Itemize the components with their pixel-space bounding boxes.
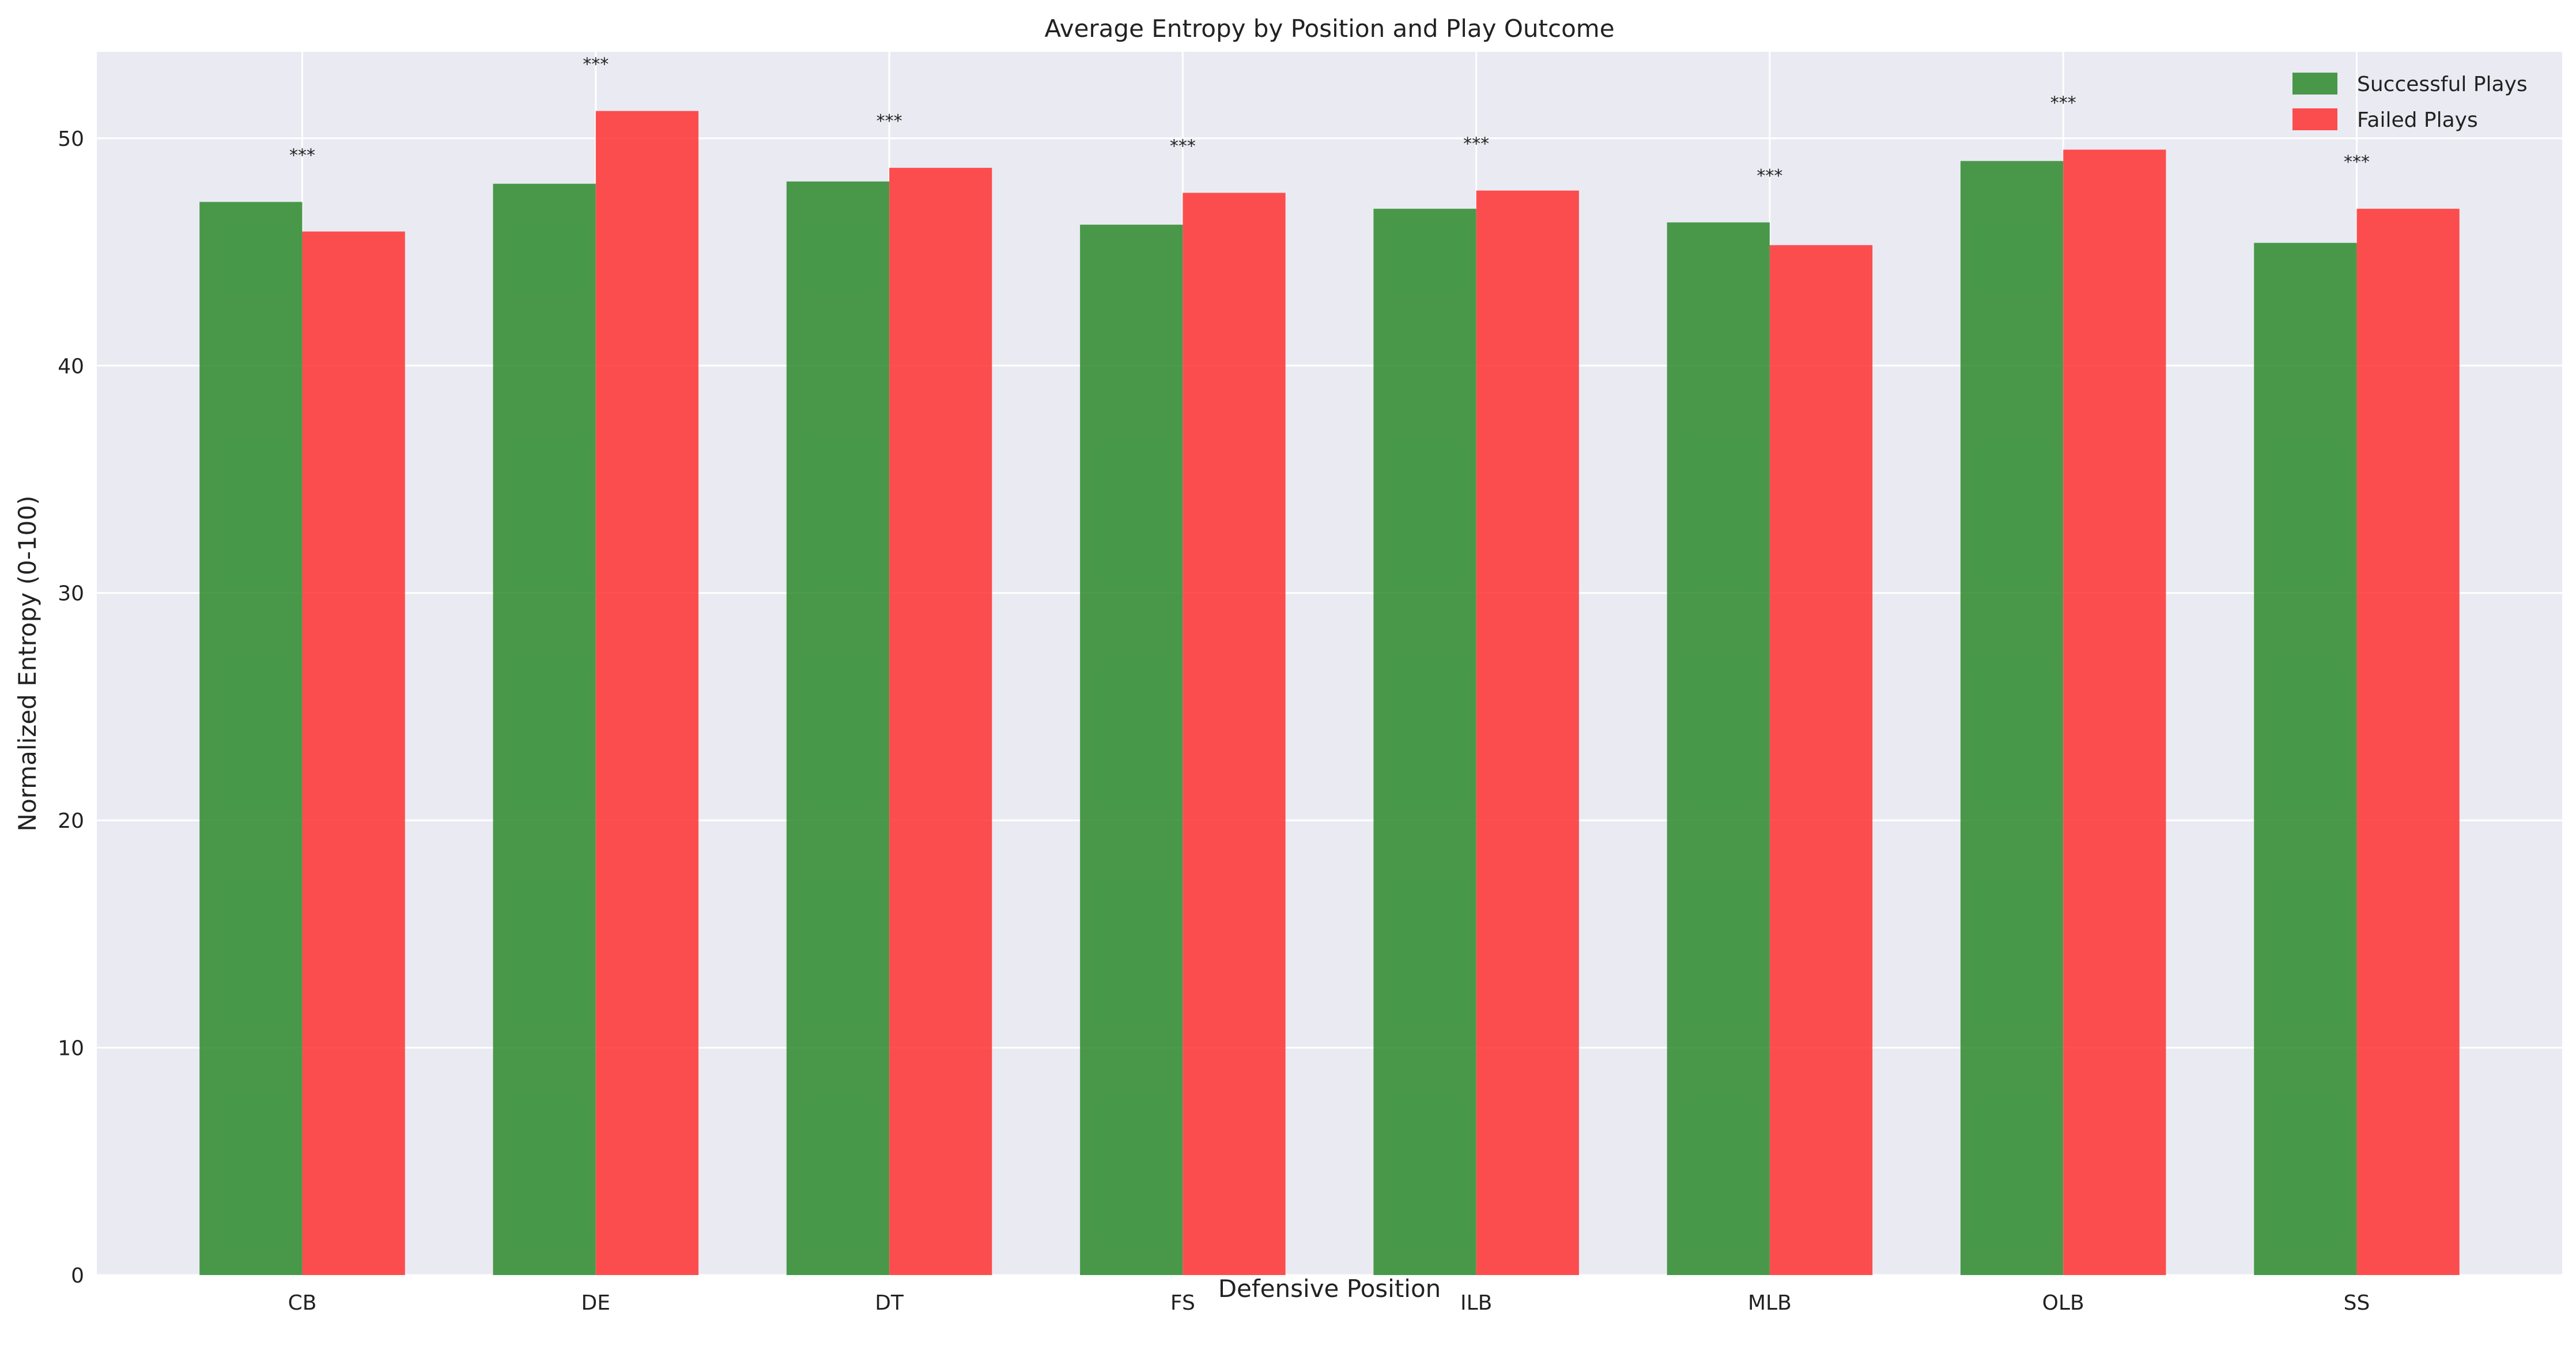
x-tick-label: CB <box>288 1291 317 1315</box>
bar-cb-successful <box>199 202 303 1275</box>
bars <box>199 111 2460 1276</box>
y-tick-label: 30 <box>58 582 84 606</box>
legend: Successful Plays Failed Plays <box>2292 73 2528 132</box>
plot-background <box>97 52 2562 1275</box>
y-tick-label: 50 <box>58 127 84 151</box>
significance-annotation: *** <box>1463 134 1489 154</box>
bar-ss-successful <box>2254 243 2357 1276</box>
legend-swatch <box>2292 108 2337 130</box>
x-tick-label: DE <box>581 1291 610 1315</box>
x-tick-label: OLB <box>2042 1291 2084 1315</box>
significance-annotation: *** <box>1170 137 1196 157</box>
bar-mlb-successful <box>1667 222 1770 1275</box>
bar-ss-failed <box>2356 209 2460 1276</box>
bar-mlb-failed <box>1769 245 1873 1275</box>
significance-annotation: *** <box>289 145 315 165</box>
y-tick-label: 0 <box>71 1264 84 1288</box>
bar-fs-failed <box>1183 193 1286 1276</box>
bar-ilb-successful <box>1373 209 1476 1276</box>
y-tick-labels: 0 10 20 30 40 50 <box>58 127 84 1288</box>
bar-ilb-failed <box>1476 190 1579 1275</box>
y-axis-label: Normalized Entropy (0-100) <box>13 496 41 832</box>
bar-de-failed <box>595 111 699 1276</box>
bar-dt-failed <box>889 168 992 1275</box>
x-tick-labels: CB DE DT FS ILB MLB OLB SS <box>288 1291 2370 1315</box>
x-axis-label: Defensive Position <box>1218 1274 1441 1303</box>
significance-annotation: *** <box>1757 166 1782 186</box>
y-tick-label: 40 <box>58 355 84 378</box>
bar-olb-successful <box>1960 161 2064 1275</box>
legend-label: Successful Plays <box>2357 73 2528 96</box>
legend-label: Failed Plays <box>2357 108 2478 132</box>
significance-annotations: *** *** *** *** *** *** *** *** <box>289 55 2370 186</box>
bar-de-successful <box>493 183 596 1275</box>
x-tick-label: SS <box>2344 1291 2370 1315</box>
y-tick-label: 20 <box>58 809 84 833</box>
bar-cb-failed <box>302 231 405 1276</box>
y-tick-label: 10 <box>58 1037 84 1061</box>
significance-annotation: *** <box>877 111 902 131</box>
significance-annotation: *** <box>2050 93 2076 114</box>
bar-olb-failed <box>2063 149 2166 1275</box>
x-tick-label: ILB <box>1460 1291 1492 1315</box>
bar-fs-successful <box>1080 224 1183 1275</box>
legend-swatch <box>2292 73 2337 95</box>
x-tick-label: DT <box>875 1291 904 1315</box>
x-tick-label: FS <box>1170 1291 1195 1315</box>
x-tick-label: MLB <box>1748 1291 1792 1315</box>
bar-dt-successful <box>786 181 890 1276</box>
chart-title: Average Entropy by Position and Play Out… <box>1044 14 1614 43</box>
significance-annotation: *** <box>583 55 609 75</box>
significance-annotation: *** <box>2344 152 2370 172</box>
